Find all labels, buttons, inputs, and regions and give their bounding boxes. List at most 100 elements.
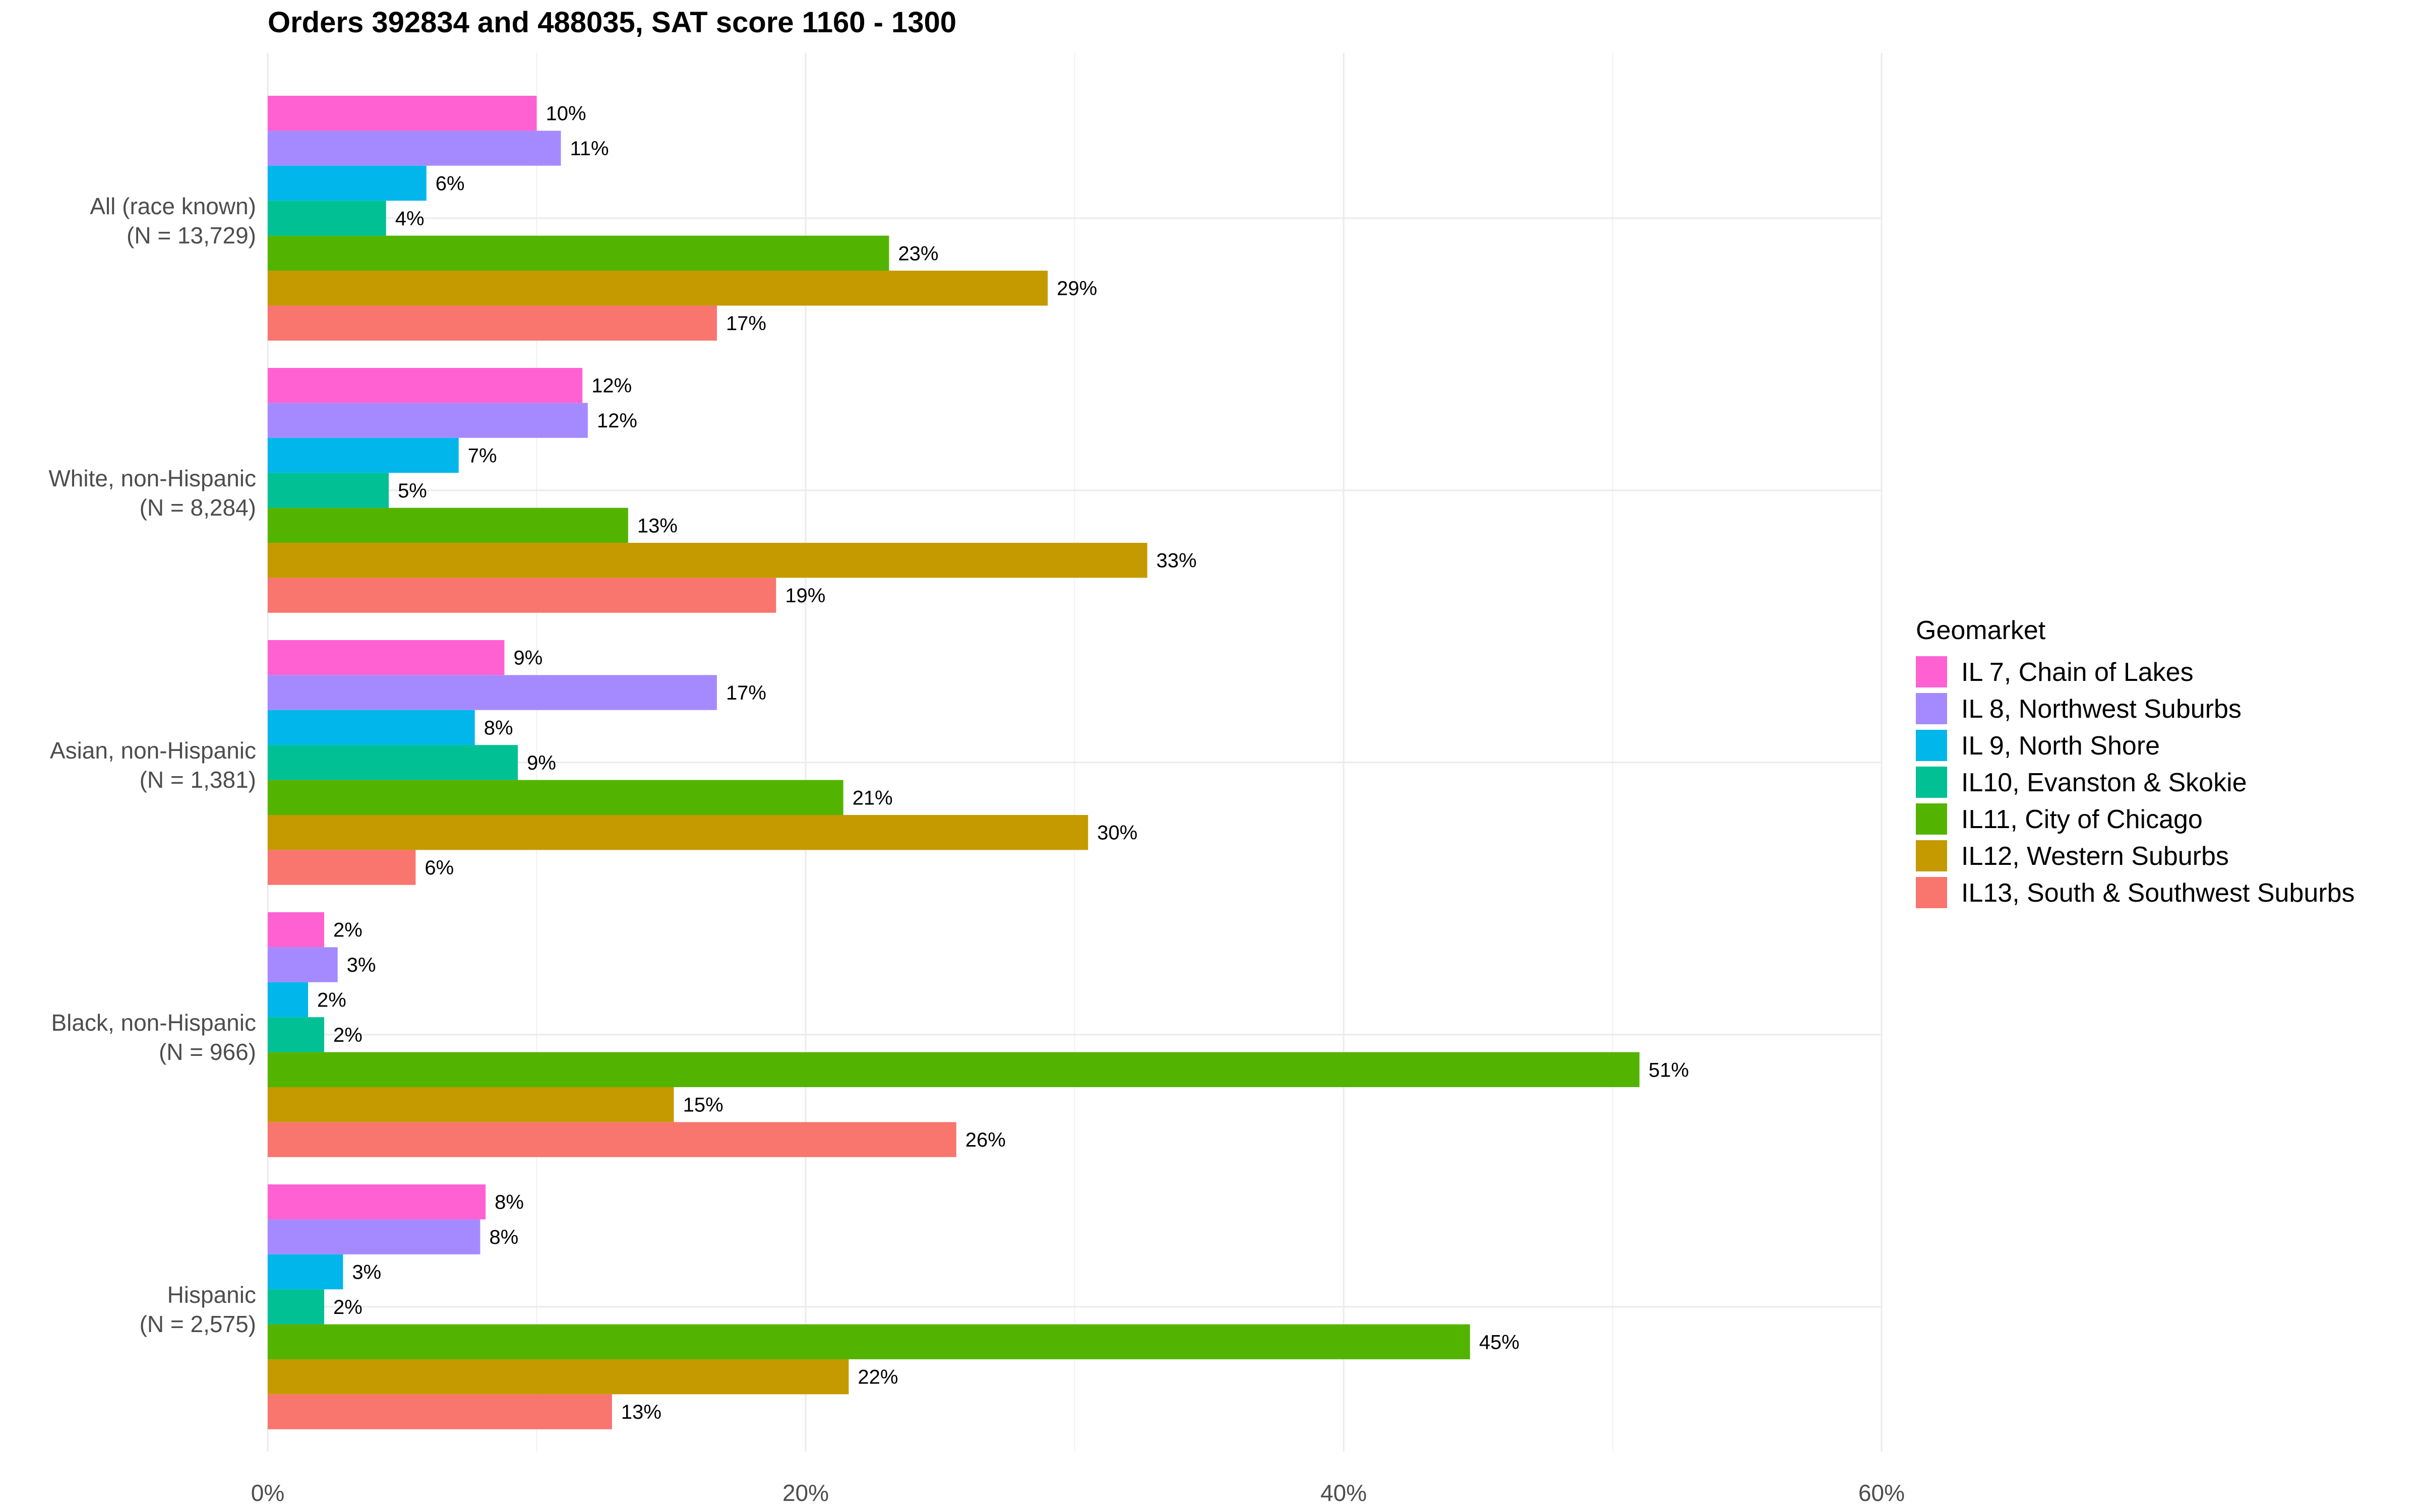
legend-title: Geomarket [1916, 616, 2046, 645]
bar [268, 96, 537, 131]
bar-value-label: 51% [1649, 1059, 1689, 1081]
x-axis-tick-labels: 0% 20% 40% 60% [251, 1480, 1905, 1506]
legend-label: IL13, South & Southwest Suburbs [1961, 878, 2355, 908]
bar [268, 543, 1147, 578]
bar [268, 1359, 849, 1395]
bar [268, 165, 427, 201]
bar [268, 271, 1048, 306]
bar-value-label: 8% [489, 1226, 518, 1248]
bar-value-label: 11% [570, 138, 609, 160]
bar-value-label: 13% [637, 515, 678, 537]
bar-value-label: 3% [352, 1262, 381, 1284]
bar-value-label: 2% [317, 989, 346, 1012]
legend: Geomarket IL 7, Chain of Lakes IL 8, Nort… [1916, 616, 2355, 908]
legend-swatch [1916, 877, 1947, 908]
legend-swatch [1916, 840, 1947, 871]
bar-value-label: 26% [965, 1129, 1006, 1151]
bar-value-label: 6% [425, 857, 454, 879]
bar [268, 235, 889, 271]
bar [268, 850, 416, 885]
legend-label: IL10, Evanston & Skokie [1961, 768, 2247, 797]
bar-value-label: 5% [398, 480, 427, 502]
bar-value-label: 3% [347, 954, 376, 976]
bar [268, 982, 309, 1018]
bar [268, 1052, 1640, 1087]
legend-label: IL 7, Chain of Lakes [1961, 658, 2194, 687]
bar-value-label: 2% [333, 1296, 362, 1318]
bar [268, 1184, 486, 1220]
legend-label: IL12, Western Suburbs [1961, 842, 2229, 871]
bar-value-label: 8% [495, 1191, 524, 1214]
bar [268, 508, 628, 543]
bar [268, 1122, 956, 1157]
category-labels: All (race known) (N = 13,729) White, non-H… [48, 193, 256, 1337]
bar [268, 1254, 343, 1290]
category-label: Black, non-Hispanic [51, 1010, 256, 1036]
bar [268, 1289, 325, 1325]
bar [268, 912, 325, 948]
bar [268, 1394, 612, 1429]
bar [268, 473, 389, 508]
category-n-label: (N = 2,575) [140, 1311, 256, 1337]
bar-value-label: 9% [513, 647, 542, 669]
bar-labels: 10% 11% 6% 4% 23% 29% 17% 12% 12% 7% 5% 13% 33% 19% 9%… [317, 103, 1689, 1423]
legend-label: IL 9, North Shore [1961, 731, 2160, 761]
bar [268, 1219, 480, 1254]
bar-value-label: 22% [858, 1366, 898, 1389]
category-n-label: (N = 13,729) [127, 222, 256, 248]
bar-value-label: 21% [853, 787, 893, 809]
bar-value-label: 4% [395, 208, 425, 230]
bar-value-label: 10% [546, 103, 586, 125]
bar [268, 305, 717, 341]
category-label: Hispanic [167, 1282, 256, 1308]
legend-swatch [1916, 693, 1947, 724]
x-tick-label: 20% [782, 1480, 829, 1506]
category-label: All (race known) [90, 193, 256, 219]
bar-value-label: 6% [436, 173, 465, 195]
bar-value-label: 17% [726, 682, 766, 704]
x-tick-label: 0% [251, 1480, 284, 1506]
legend-swatch [1916, 803, 1947, 835]
bar-value-label: 30% [1097, 822, 1137, 844]
bar-value-label: 33% [1157, 550, 1197, 572]
legend-swatch [1916, 767, 1947, 798]
bar [268, 201, 386, 236]
bar [268, 1017, 325, 1052]
x-tick-label: 60% [1858, 1480, 1905, 1506]
bar [268, 675, 717, 710]
bar [268, 640, 505, 675]
category-label: Asian, non-Hispanic [50, 737, 256, 764]
legend-swatch [1916, 656, 1947, 687]
bar-value-label: 45% [1479, 1331, 1520, 1353]
bar-value-label: 12% [597, 410, 637, 432]
category-n-label: (N = 966) [159, 1039, 256, 1065]
legend-swatch [1916, 730, 1947, 761]
category-n-label: (N = 8,284) [140, 494, 256, 521]
bar [268, 1324, 1470, 1359]
bar-value-label: 8% [484, 717, 513, 739]
bar-value-label: 17% [726, 312, 766, 335]
grid-lines [267, 53, 1883, 1452]
bar [268, 578, 776, 613]
bar [268, 780, 843, 815]
bar [268, 947, 338, 982]
legend-items: IL 7, Chain of Lakes IL 8, Northwest Subu… [1916, 656, 2355, 908]
bar [268, 710, 475, 745]
bar [268, 1087, 674, 1122]
category-n-label: (N = 1,381) [140, 767, 256, 793]
category-label: White, non-Hispanic [48, 465, 256, 491]
bar-value-label: 2% [333, 919, 362, 941]
bar [268, 368, 583, 403]
bar [268, 815, 1088, 850]
bar-value-label: 15% [683, 1094, 723, 1116]
bar-value-label: 7% [468, 445, 497, 467]
legend-label: IL11, City of Chicago [1961, 805, 2203, 834]
chart-title: Orders 392834 and 488035, SAT score 1160… [268, 6, 956, 39]
bar-value-label: 2% [333, 1024, 362, 1046]
bar-value-label: 19% [785, 585, 825, 607]
legend-label: IL 8, Northwest Suburbs [1961, 695, 2242, 724]
bar [268, 437, 459, 473]
bar-value-label: 29% [1057, 278, 1097, 300]
bar-value-label: 23% [898, 242, 938, 265]
